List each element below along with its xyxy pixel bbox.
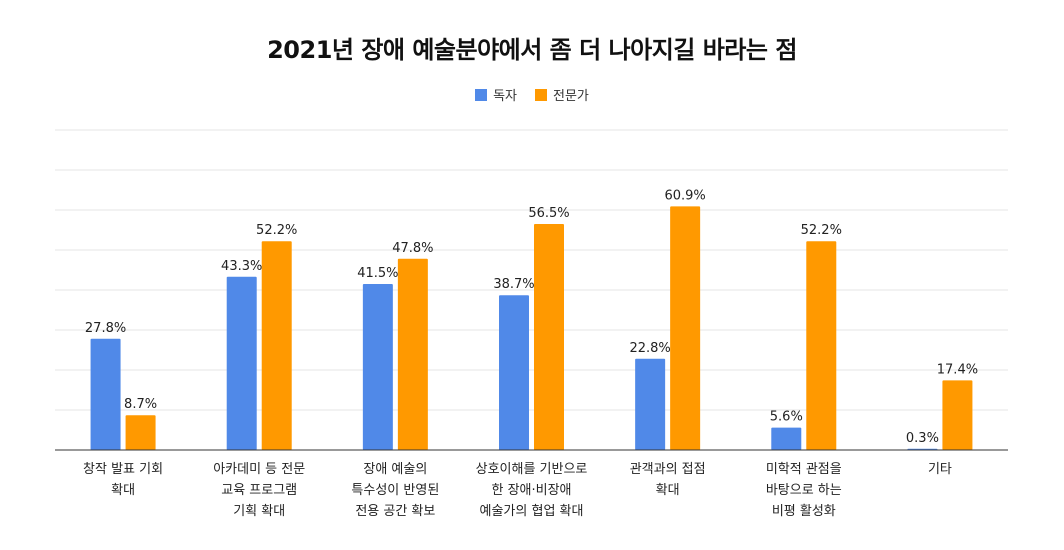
category-label: 비평 활성화 bbox=[772, 504, 836, 519]
bar-reader bbox=[771, 427, 802, 450]
bar-expert bbox=[670, 206, 701, 450]
data-label-reader: 38.7% bbox=[493, 277, 534, 292]
category-label: 관객과의 접점 bbox=[630, 462, 706, 477]
bar-expert bbox=[125, 415, 156, 450]
legend-item-reader: 독자 bbox=[475, 85, 517, 104]
category-label: 확대 bbox=[656, 483, 680, 498]
category-label: 예술가의 협업 확대 bbox=[480, 504, 584, 519]
category-label: 바탕으로 하는 bbox=[766, 483, 842, 498]
bar-reader bbox=[90, 338, 121, 450]
category-label: 기타 bbox=[928, 462, 952, 477]
data-label-expert: 56.5% bbox=[528, 206, 569, 221]
category-label: 확대 bbox=[111, 483, 135, 498]
data-label-expert: 52.2% bbox=[256, 223, 297, 238]
legend: 독자 전문가 bbox=[0, 85, 1064, 104]
legend-swatch-expert bbox=[535, 88, 548, 101]
category-label: 한 장애·비장애 bbox=[491, 483, 571, 498]
chart-title: 2021년 장애 예술분야에서 좀 더 나아지길 바라는 점 bbox=[267, 36, 797, 64]
data-label-reader: 41.5% bbox=[357, 266, 398, 281]
category-label: 기획 확대 bbox=[233, 504, 285, 519]
bar-reader bbox=[499, 295, 529, 450]
category-label: 교육 프로그램 bbox=[221, 483, 297, 498]
bar-expert bbox=[261, 241, 292, 450]
category-label: 전용 공간 확보 bbox=[355, 504, 435, 519]
bar-expert bbox=[806, 241, 837, 450]
legend-swatch-reader bbox=[475, 88, 488, 101]
data-label-reader: 22.8% bbox=[629, 341, 670, 356]
data-label-expert: 8.7% bbox=[124, 397, 157, 412]
data-label-expert: 17.4% bbox=[937, 362, 978, 377]
category-label: 장애 예술의 bbox=[363, 462, 427, 477]
category-label: 미학적 관점을 bbox=[766, 462, 842, 477]
bar-reader bbox=[635, 358, 666, 450]
bar-expert bbox=[397, 258, 428, 450]
bar-expert bbox=[942, 380, 973, 450]
data-label-reader: 0.3% bbox=[906, 431, 939, 446]
bar-expert bbox=[534, 224, 564, 450]
category-label: 아카데미 등 전문 bbox=[213, 462, 305, 477]
category-label: 특수성이 반영된 bbox=[351, 483, 439, 498]
legend-label-reader: 독자 bbox=[493, 89, 518, 104]
legend-item-expert: 전문가 bbox=[535, 85, 589, 104]
category-label: 상호이해를 기반으로 bbox=[476, 462, 588, 477]
bar-reader bbox=[362, 284, 393, 450]
data-label-reader: 5.6% bbox=[770, 410, 803, 425]
legend-label-expert: 전문가 bbox=[553, 89, 589, 104]
data-label-reader: 27.8% bbox=[85, 321, 126, 336]
data-label-expert: 47.8% bbox=[392, 241, 433, 256]
data-label-expert: 60.9% bbox=[664, 188, 705, 203]
data-label-reader: 43.3% bbox=[221, 259, 262, 274]
bar-reader bbox=[226, 276, 257, 450]
category-label: 창작 발표 기회 bbox=[83, 462, 163, 477]
data-label-expert: 52.2% bbox=[801, 223, 842, 238]
